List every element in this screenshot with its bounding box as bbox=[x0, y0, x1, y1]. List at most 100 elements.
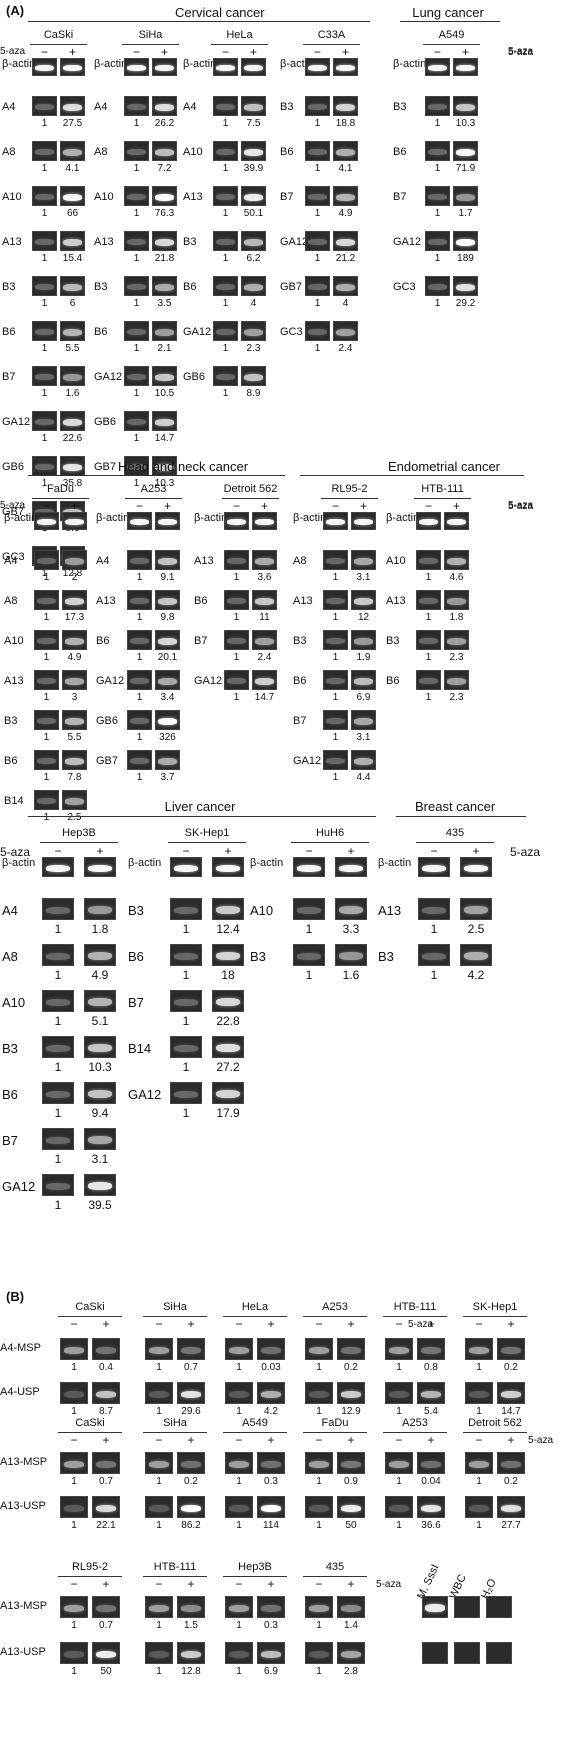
gel-lane-untreated bbox=[170, 898, 202, 920]
gel-lane-untreated bbox=[170, 990, 202, 1012]
gel-lane-reference-treated bbox=[60, 58, 85, 76]
gel-band bbox=[127, 464, 146, 470]
gel-band bbox=[308, 149, 327, 155]
cell-line-underline bbox=[58, 1576, 122, 1577]
gel-band bbox=[354, 758, 373, 765]
gel-lane-treated bbox=[241, 96, 266, 116]
gel-lane-msp-untreated bbox=[465, 1338, 493, 1360]
fold-change-value: 1.5 bbox=[184, 1620, 198, 1631]
gel-lane-msp-treated bbox=[337, 1452, 365, 1474]
gel-band bbox=[88, 865, 112, 872]
gel-band bbox=[340, 1605, 362, 1612]
fold-change-value: 7.5 bbox=[246, 118, 261, 129]
gel-lane-treated bbox=[62, 750, 87, 770]
gel-band bbox=[216, 284, 235, 290]
gel-band bbox=[216, 998, 240, 1006]
fold-change-baseline: 1 bbox=[182, 922, 190, 936]
fold-change-baseline: 1 bbox=[316, 1520, 322, 1531]
gel-band bbox=[500, 1347, 522, 1354]
treated-lane-header: + bbox=[187, 1577, 195, 1591]
cell-line-name: HTB-111 bbox=[421, 483, 464, 495]
gel-lane-untreated bbox=[323, 550, 348, 570]
gel-lane-msp-treated bbox=[92, 1452, 120, 1474]
gel-lane-untreated bbox=[293, 898, 325, 920]
gel-band bbox=[127, 239, 146, 245]
fold-change-baseline: 1 bbox=[41, 298, 48, 309]
gel-lane-msp-untreated bbox=[385, 1338, 413, 1360]
fold-change-baseline: 1 bbox=[54, 1152, 62, 1166]
gel-band bbox=[46, 1137, 70, 1144]
treated-lane-header: + bbox=[507, 1433, 515, 1447]
fold-change-value: 2.3 bbox=[449, 652, 464, 663]
untreated-lane-header: − bbox=[132, 45, 140, 59]
gel-band bbox=[88, 998, 112, 1006]
reference-gene-label: β-actin bbox=[194, 512, 228, 524]
fold-change-value: 21.2 bbox=[335, 253, 356, 264]
fold-change-value: 2.3 bbox=[246, 343, 261, 354]
gene-label: GC3 bbox=[2, 551, 25, 563]
fold-change-baseline: 1 bbox=[236, 1520, 242, 1531]
gel-band bbox=[37, 758, 56, 764]
gel-band bbox=[428, 239, 447, 245]
fold-change-baseline: 1 bbox=[43, 652, 50, 663]
fold-change-value: 8.7 bbox=[99, 1406, 113, 1417]
fold-change-value: 14.7 bbox=[154, 433, 175, 444]
gel-band bbox=[447, 678, 466, 685]
gene-label: A4 bbox=[96, 555, 110, 567]
fold-change-value: 0.2 bbox=[184, 1476, 198, 1487]
gel-band bbox=[174, 1091, 198, 1098]
fold-change-value: 29.2 bbox=[455, 298, 476, 309]
gel-band bbox=[65, 598, 84, 605]
fold-change-baseline: 1 bbox=[316, 1666, 322, 1677]
fold-change-baseline: 1 bbox=[222, 208, 229, 219]
treated-lane-header: + bbox=[341, 45, 349, 59]
gel-lane-untreated bbox=[42, 990, 74, 1012]
gel-band bbox=[180, 1605, 202, 1612]
fold-change-value: 1.6 bbox=[65, 388, 80, 399]
fold-change-baseline: 1 bbox=[332, 772, 339, 783]
gel-band bbox=[244, 284, 263, 291]
fold-change-baseline: 1 bbox=[156, 1666, 162, 1677]
fold-change-baseline: 1 bbox=[222, 118, 229, 129]
fold-change-value: 0.04 bbox=[421, 1476, 441, 1487]
gel-lane-msp-untreated bbox=[145, 1452, 173, 1474]
gel-lane-untreated bbox=[224, 670, 249, 690]
section-underline bbox=[400, 21, 500, 22]
fold-change-value: 10.3 bbox=[88, 1060, 112, 1074]
fold-change-value: 3.1 bbox=[91, 1152, 109, 1166]
gene-label: B6 bbox=[183, 281, 197, 293]
fold-change-value: 6 bbox=[69, 298, 76, 309]
gel-lane-untreated bbox=[305, 141, 330, 161]
gel-lane-msp-untreated bbox=[145, 1338, 173, 1360]
fold-change-value: 1.4 bbox=[344, 1620, 358, 1631]
treatment-label: 5-aza bbox=[508, 500, 534, 511]
gel-lane-msp-treated bbox=[337, 1338, 365, 1360]
gel-lane-untreated bbox=[305, 276, 330, 296]
gel-lane-msp-untreated bbox=[385, 1452, 413, 1474]
gel-lane-reference-untreated bbox=[224, 512, 249, 530]
cell-line-name: RL95-2 bbox=[331, 483, 368, 495]
fold-change-baseline: 1 bbox=[133, 163, 140, 174]
fold-change-value: 36.6 bbox=[421, 1520, 441, 1531]
gel-band bbox=[155, 65, 174, 71]
fold-change-baseline: 1 bbox=[476, 1362, 482, 1373]
gene-label: A8 bbox=[4, 595, 18, 607]
gel-band bbox=[388, 1461, 410, 1468]
gel-band bbox=[88, 1090, 112, 1098]
gene-label: GA12 bbox=[280, 236, 309, 248]
cell-line-name: A253 bbox=[322, 1301, 348, 1313]
fold-change-baseline: 1 bbox=[71, 1476, 77, 1487]
treated-lane-header: + bbox=[224, 844, 232, 858]
row-label-usp: A4-USP bbox=[0, 1386, 40, 1398]
fold-change-value: 29.6 bbox=[181, 1406, 201, 1417]
fold-change-baseline: 1 bbox=[156, 1476, 162, 1487]
gel-lane-msp-untreated bbox=[145, 1596, 173, 1618]
gel-lane-treated bbox=[333, 186, 358, 206]
gel-lane-treated bbox=[152, 231, 177, 251]
gel-lane-msp-treated bbox=[337, 1596, 365, 1618]
treated-lane-header: + bbox=[102, 1577, 110, 1591]
gel-band bbox=[326, 758, 345, 764]
fold-change-baseline: 1 bbox=[314, 253, 321, 264]
gel-band bbox=[336, 104, 355, 111]
fold-change-baseline: 1 bbox=[430, 922, 438, 936]
